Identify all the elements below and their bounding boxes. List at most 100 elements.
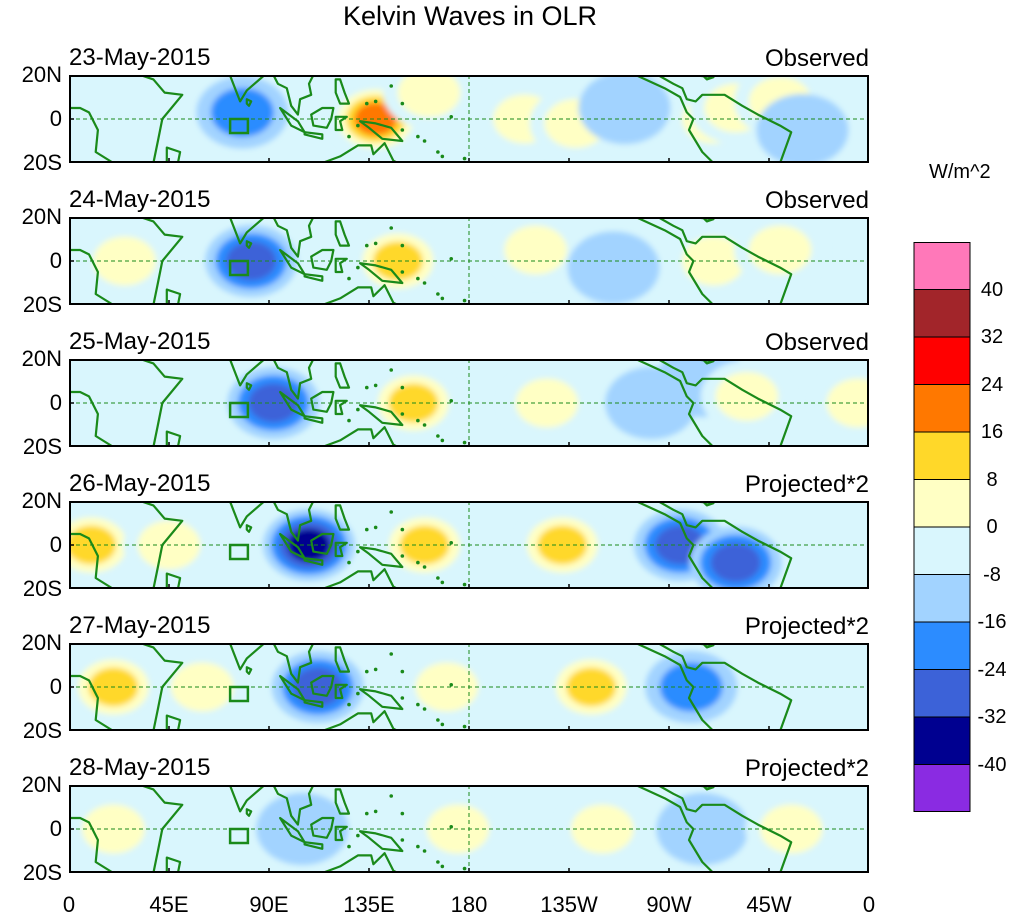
panel-date-label: 24-May-2015: [69, 186, 211, 213]
island-marker: [400, 243, 405, 248]
island-marker: [400, 385, 405, 390]
colorbar-level-label: 8: [986, 468, 998, 491]
coastline: [165, 430, 182, 447]
panel-date-label: 25-May-2015: [69, 328, 211, 355]
coastline: [245, 524, 253, 533]
coastline: [634, 501, 793, 589]
island-marker: [400, 527, 405, 532]
island-marker: [462, 866, 467, 871]
island-marker: [422, 139, 427, 143]
coastline: [334, 257, 348, 274]
coastline: [272, 501, 315, 542]
island-marker: [449, 115, 454, 119]
island-marker: [347, 418, 351, 423]
colorbar-frame: [913, 242, 971, 812]
coastline: [359, 830, 404, 853]
panel-date-label: 28-May-2015: [69, 754, 211, 781]
island-marker: [449, 399, 454, 403]
island-marker: [436, 150, 440, 154]
coastline: [685, 217, 715, 223]
island-marker: [373, 383, 378, 388]
coastline: [69, 217, 184, 305]
panel-type-label: Observed: [764, 45, 869, 72]
coastline: [272, 785, 315, 826]
longitude-tick-label: 45E: [149, 892, 189, 917]
coastline: [359, 262, 404, 285]
island-marker: [422, 281, 427, 285]
island-marker: [440, 580, 445, 585]
island-marker: [440, 722, 445, 727]
colorbar-swatch: [913, 764, 971, 812]
colorbar-swatch: [913, 574, 971, 623]
coastline: [152, 359, 266, 387]
island-marker: [400, 101, 405, 106]
coastline: [69, 359, 184, 447]
olr-anomaly-contour: [397, 75, 461, 118]
island-marker: [400, 669, 405, 674]
colorbar-swatch: [913, 621, 971, 670]
colorbar-level-label: -8: [983, 563, 1001, 586]
island-marker: [389, 84, 394, 88]
colorbar-swatch: [913, 526, 971, 575]
island-marker: [440, 154, 445, 159]
colorbar-level-label: -32: [977, 706, 1007, 728]
coastline: [165, 288, 182, 305]
island-marker: [364, 385, 369, 390]
olr-map-panel: [69, 785, 869, 873]
island-marker: [416, 844, 420, 849]
olr-anomaly-contour: [566, 667, 617, 707]
colorbar-level-label: 24: [980, 373, 1004, 396]
coastline: [245, 240, 253, 249]
olr-map-panel: [69, 501, 869, 589]
coastline: [152, 217, 266, 245]
olr-anomaly-contour: [748, 225, 812, 275]
island-marker: [389, 794, 394, 798]
island-marker: [364, 527, 369, 532]
olr-anomaly-contour: [415, 662, 479, 712]
island-marker: [462, 724, 467, 729]
coastline: [272, 217, 315, 258]
island-marker: [449, 541, 454, 545]
latitude-tick-label: 20S: [22, 150, 62, 175]
coastline: [359, 546, 404, 569]
coastline: [685, 359, 715, 365]
coastline: [152, 643, 266, 671]
olr-anomaly-contour: [399, 525, 450, 565]
island-marker: [416, 702, 420, 707]
coastline: [69, 501, 184, 589]
island-marker: [364, 101, 369, 106]
coastline: [245, 382, 253, 391]
island-marker: [400, 838, 405, 842]
island-marker: [416, 560, 420, 565]
olr-anomaly-contour: [756, 94, 849, 163]
olr-anomaly-contour: [504, 225, 568, 275]
latitude-tick-label: 20N: [21, 62, 62, 87]
island-marker: [422, 707, 427, 711]
island-marker: [416, 134, 420, 139]
latitude-tick-label: 0: [49, 674, 62, 699]
island-marker: [389, 368, 394, 372]
latitude-tick-label: 0: [49, 390, 62, 415]
longitude-tick-label: 90E: [249, 892, 289, 917]
olr-anomaly-contour: [710, 543, 761, 582]
island-marker: [364, 243, 369, 248]
coastline: [685, 75, 715, 81]
colorbar-level-label: 16: [980, 421, 1004, 443]
island-marker: [462, 582, 467, 587]
coastline: [634, 643, 793, 731]
coastline: [334, 541, 348, 558]
longitude-tick-label: 180: [450, 892, 488, 917]
longitude-tick-label: 45W: [746, 892, 792, 917]
latitude-tick-label: 0: [49, 106, 62, 131]
latitude-tick-label: 20S: [22, 860, 62, 885]
coastline: [272, 643, 315, 684]
colorbar-level-label: -24: [977, 658, 1007, 681]
coastline: [152, 501, 266, 529]
coastline: [634, 359, 793, 447]
longitude-tick-label: 90W: [646, 892, 692, 917]
island-marker: [400, 811, 405, 816]
colorbar-level-label: -40: [977, 753, 1007, 776]
coastline: [245, 808, 253, 817]
colorbar-swatch: [913, 336, 971, 385]
panel-type-label: Projected*2: [744, 471, 869, 498]
